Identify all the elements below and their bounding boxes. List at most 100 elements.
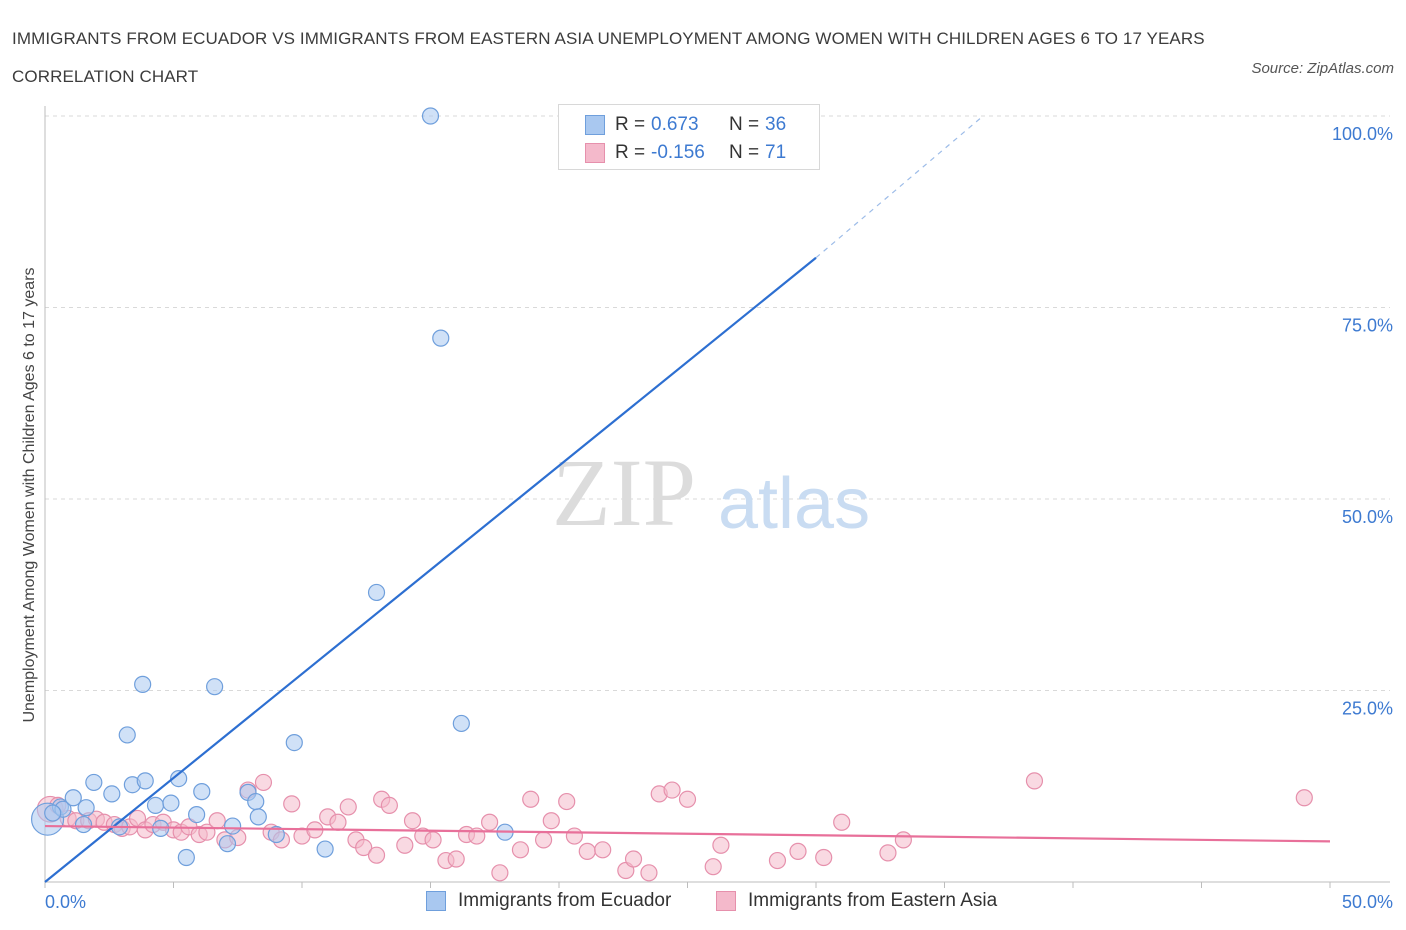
eastern-asia-point (789, 842, 807, 860)
legend-row-eastern-asia: R = -0.156 N = 71 (585, 141, 786, 165)
eastern-asia-point (424, 831, 442, 849)
eastern-asia-point (447, 850, 465, 868)
ecuador-point (224, 817, 242, 835)
eastern-asia-point (329, 813, 347, 831)
ecuador-point (64, 789, 82, 807)
ecuador-point (118, 726, 136, 744)
legend-label-eastern-asia: Immigrants from Eastern Asia (748, 890, 998, 911)
legend-row-ecuador: R = 0.673 N = 36 (585, 113, 786, 137)
eastern-asia-point (491, 864, 509, 882)
legend-item-eastern-asia: Immigrants from Eastern Asia (716, 890, 997, 912)
eastern-asia-point (522, 790, 540, 808)
legend-label-ecuador: Immigrants from Ecuador (458, 890, 672, 911)
eastern-asia-point (396, 836, 414, 854)
ecuador-point (367, 583, 386, 602)
ecuador-point (85, 773, 103, 792)
blue-swatch (426, 891, 446, 911)
y-tick-label: 25.0% (1342, 699, 1393, 719)
eastern-asia-point (1025, 772, 1044, 790)
eastern-asia-point (894, 831, 912, 849)
eastern-asia-point (833, 813, 851, 831)
ecuador-point (136, 772, 154, 790)
n-value: 36 (765, 114, 787, 135)
eastern-asia-point (339, 798, 357, 816)
y-tick-label: 100.0% (1332, 124, 1393, 144)
pink-swatch (585, 143, 605, 163)
eastern-asia-points (36, 772, 1313, 882)
eastern-asia-point (704, 858, 722, 876)
ecuador-point (44, 804, 62, 822)
eastern-asia-point (815, 848, 833, 867)
eastern-asia-point (380, 796, 398, 815)
ecuador-point (134, 675, 152, 693)
eastern-asia-point (367, 846, 386, 864)
eastern-asia-point (534, 831, 553, 849)
ecuador-point (432, 329, 450, 347)
n-value: 71 (765, 142, 787, 163)
eastern-asia-point (712, 836, 730, 854)
ecuador-point (188, 805, 206, 824)
r-value: 0.673 (651, 114, 699, 135)
eastern-asia-point (283, 795, 301, 813)
correlation-legend: R = 0.673 N = 36 R = -0.156 N = 71 (558, 104, 820, 170)
r-label: R = (615, 114, 646, 135)
ecuador-point (206, 678, 224, 696)
ecuador-point (170, 769, 188, 788)
eastern-asia-point (254, 773, 273, 792)
ecuador-points (30, 107, 738, 867)
n-label: N = (729, 114, 760, 135)
y-tick-label: 50.0% (1342, 507, 1393, 527)
ecuador-point (218, 835, 237, 853)
eastern-asia-point (594, 841, 612, 859)
trend-lines (44, 115, 1331, 883)
ecuador-point (316, 840, 334, 858)
ecuador-point (247, 792, 265, 811)
ecuador-point (103, 785, 121, 803)
eastern-asia-point (558, 792, 576, 811)
ecuador-point (146, 796, 165, 815)
pink-swatch (716, 891, 736, 911)
legend-item-ecuador: Immigrants from Ecuador (426, 890, 671, 912)
ecuador-point (77, 799, 95, 817)
tick-labels: 25.0% 50.0% 75.0% 100.0% 0.0% 50.0% (45, 124, 1393, 912)
watermark-zip: ZIP (552, 439, 696, 546)
eastern-asia-point (1295, 789, 1313, 807)
r-label: R = (615, 142, 646, 163)
eastern-asia-point (542, 812, 560, 830)
eastern-asia-point (663, 781, 681, 799)
eastern-asia-point (879, 844, 897, 862)
eastern-asia-point (208, 812, 226, 830)
eastern-asia-point (403, 812, 422, 830)
n-label: N = (729, 142, 760, 163)
ecuador-point (421, 107, 440, 125)
series-legend: Immigrants from Ecuador Immigrants from … (0, 890, 1406, 916)
eastern-asia-point (355, 838, 373, 857)
ecuador-point (285, 733, 303, 752)
eastern-asia-point (768, 851, 787, 870)
eastern-asia-point (565, 827, 584, 845)
source-label: Source: ZipAtlas.com (1251, 60, 1394, 77)
ecuador-point (193, 783, 211, 801)
ecuador-point (267, 825, 285, 844)
watermark: ZIP atlas (552, 439, 870, 546)
watermark-atlas: atlas (718, 464, 870, 544)
eastern-asia-point (678, 790, 697, 808)
y-tick-label: 75.0% (1342, 316, 1393, 336)
ecuador-point (74, 815, 93, 834)
grid-lines (45, 115, 1390, 691)
eastern-asia-point (481, 813, 499, 831)
eastern-asia-point (624, 850, 643, 868)
eastern-asia-point (578, 842, 596, 860)
chart-title: IMMIGRANTS FROM ECUADOR VS IMMIGRANTS FR… (12, 29, 1205, 86)
x-tick-label: 50.0% (1342, 892, 1393, 912)
ecuador-trend-line (44, 256, 817, 883)
eastern-asia-point (640, 864, 658, 882)
ecuador-point (162, 794, 180, 812)
eastern-asia-trend-line (44, 824, 1331, 843)
ecuador-point (452, 714, 470, 733)
r-value: -0.156 (651, 142, 705, 163)
ecuador-trend-extension (815, 115, 984, 259)
x-tick-label: 0.0% (45, 892, 86, 912)
eastern-asia-point (511, 841, 530, 859)
